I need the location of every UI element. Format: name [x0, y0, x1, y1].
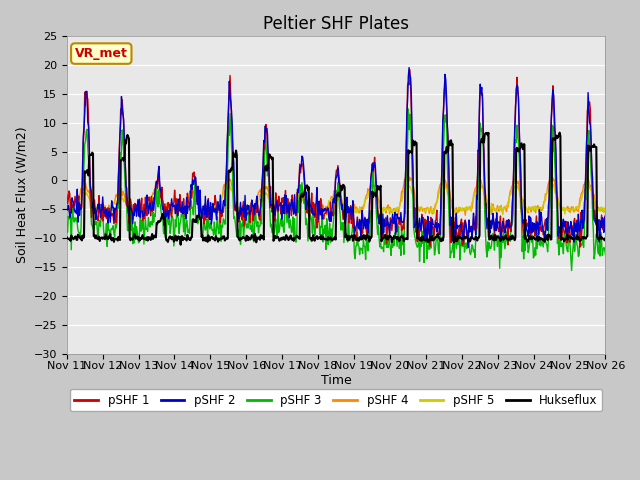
X-axis label: Time: Time	[321, 374, 351, 387]
Legend: pSHF 1, pSHF 2, pSHF 3, pSHF 4, pSHF 5, Hukseflux: pSHF 1, pSHF 2, pSHF 3, pSHF 4, pSHF 5, …	[70, 389, 602, 411]
Y-axis label: Soil Heat Flux (W/m2): Soil Heat Flux (W/m2)	[15, 127, 28, 263]
Text: VR_met: VR_met	[75, 47, 128, 60]
Title: Peltier SHF Plates: Peltier SHF Plates	[263, 15, 409, 33]
